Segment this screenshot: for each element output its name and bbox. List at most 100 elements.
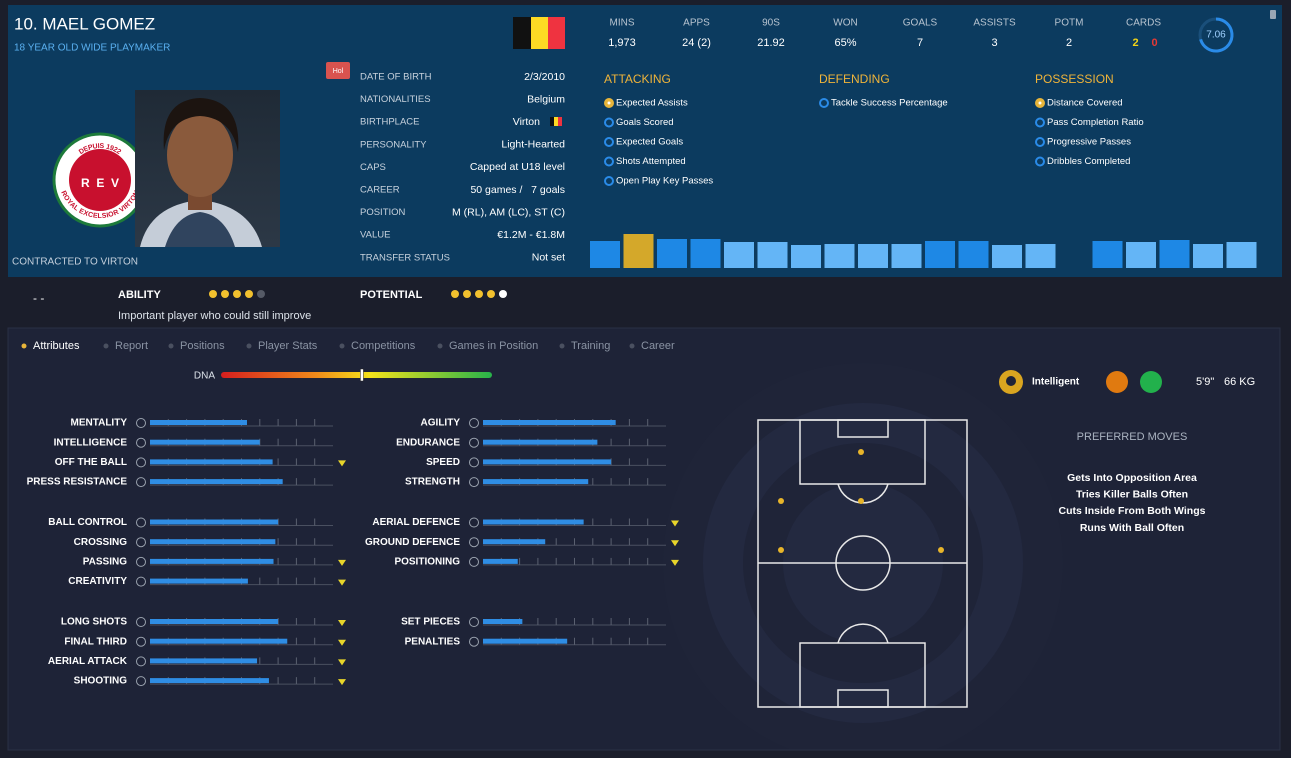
metric-option[interactable]: Progressive Passes bbox=[1047, 137, 1131, 148]
attribute-icon bbox=[469, 437, 479, 448]
pitch bbox=[757, 419, 968, 708]
tab-dot bbox=[437, 343, 443, 349]
attribute-trend bbox=[338, 679, 346, 686]
height: 5'9" bbox=[1196, 376, 1214, 388]
ability-dot bbox=[245, 290, 253, 298]
ability-label: ABILITY bbox=[118, 289, 161, 301]
attribute-name: FINAL THIRD bbox=[64, 636, 127, 647]
attribute-name: AERIAL ATTACK bbox=[48, 656, 128, 667]
metric-option[interactable]: Pass Completion Ratio bbox=[1047, 117, 1144, 128]
stat-label: APPS bbox=[683, 18, 710, 29]
bar bbox=[1126, 242, 1156, 268]
attribute-name: GROUND DEFENCE bbox=[365, 537, 460, 548]
tab-dot bbox=[21, 343, 27, 349]
detail-label: PERSONALITY bbox=[360, 139, 427, 150]
attribute-bar bbox=[150, 619, 279, 624]
tab[interactable]: Player Stats bbox=[258, 340, 318, 352]
attribute-icon bbox=[469, 617, 479, 627]
attribute-icon bbox=[136, 656, 146, 667]
potential-label: POTENTIAL bbox=[360, 289, 423, 301]
section-title: POSSESSION bbox=[1035, 72, 1114, 86]
menu-icon[interactable] bbox=[1270, 10, 1276, 19]
detail-value: Virton bbox=[513, 116, 540, 128]
tab[interactable]: Positions bbox=[180, 340, 225, 352]
rating-arc bbox=[1199, 17, 1234, 53]
tab[interactable]: Games in Position bbox=[449, 340, 538, 352]
trait: Intelligent bbox=[1032, 377, 1080, 388]
tab[interactable]: Training bbox=[571, 340, 610, 352]
stat-value: 24 (2) bbox=[682, 37, 711, 49]
bar bbox=[757, 242, 788, 268]
bar bbox=[590, 241, 620, 268]
detail-label: CAREER bbox=[360, 185, 400, 196]
radio[interactable] bbox=[1035, 117, 1045, 128]
detail-value: Capped at U18 level bbox=[470, 161, 565, 173]
stat-value: 1,973 bbox=[608, 37, 636, 49]
attribute-name: AGILITY bbox=[421, 418, 461, 429]
stat-value: 0 bbox=[1151, 37, 1157, 49]
dash: - - bbox=[33, 291, 44, 305]
radio-dot bbox=[1038, 101, 1042, 105]
bar bbox=[623, 234, 654, 268]
metric-option[interactable]: Expected Goals bbox=[616, 137, 683, 148]
attribute-icon bbox=[469, 636, 479, 647]
metric-option[interactable]: Tackle Success Percentage bbox=[831, 98, 948, 109]
potential-dot bbox=[475, 290, 483, 298]
metric-option[interactable]: Dribbles Completed bbox=[1047, 156, 1130, 167]
bar bbox=[925, 241, 955, 268]
radio[interactable] bbox=[604, 137, 614, 147]
radio[interactable] bbox=[604, 156, 614, 167]
tab[interactable]: Report bbox=[115, 340, 148, 352]
attribute-bar bbox=[483, 638, 568, 644]
metric-option[interactable]: Goals Scored bbox=[616, 117, 674, 128]
radio[interactable] bbox=[604, 176, 614, 186]
attributes-panel bbox=[7, 327, 1281, 751]
attribute-trend bbox=[338, 659, 346, 666]
weight: 66 KG bbox=[1224, 376, 1255, 388]
attribute-bar bbox=[150, 558, 274, 564]
attribute-bar bbox=[150, 678, 269, 684]
club-crest: DEPUIS 1922 ROYAL EXCELSIOR VIRTON R E V bbox=[52, 132, 148, 228]
attribute-icon bbox=[469, 537, 479, 548]
radio[interactable] bbox=[604, 117, 614, 128]
attribute-icon bbox=[469, 517, 479, 528]
dna-bar bbox=[221, 372, 492, 378]
stat-value: 65% bbox=[834, 37, 856, 49]
tab[interactable]: Career bbox=[641, 340, 675, 352]
preferred-move: Runs With Ball Often bbox=[1080, 522, 1184, 534]
rating-value: 7.06 bbox=[1206, 30, 1226, 41]
attribute-icon bbox=[136, 537, 146, 548]
detail-value: M (RL), AM (LC), ST (C) bbox=[452, 206, 565, 218]
attribute-bar bbox=[483, 420, 616, 425]
attribute-trend bbox=[338, 620, 346, 626]
stat-value: 2 bbox=[1132, 37, 1138, 49]
attribute-trend bbox=[671, 540, 679, 547]
detail-label: NATIONALITIES bbox=[360, 94, 431, 105]
attribute-name: CREATIVITY bbox=[68, 576, 127, 587]
stat-label: WON bbox=[833, 18, 857, 29]
attribute-name: SPEED bbox=[426, 457, 460, 468]
position-dots bbox=[778, 449, 944, 553]
radio[interactable] bbox=[1035, 137, 1045, 147]
metric-option[interactable]: Open Play Key Passes bbox=[616, 176, 713, 187]
metric-option[interactable]: Shots Attempted bbox=[616, 156, 686, 167]
bar bbox=[690, 239, 721, 268]
attribute-bar bbox=[150, 459, 273, 465]
attribute-name: POSITIONING bbox=[394, 557, 460, 568]
section-title: DEFENDING bbox=[819, 72, 890, 86]
pitch-background bbox=[663, 363, 1063, 749]
tab[interactable]: Attributes bbox=[33, 340, 80, 352]
ability-dot bbox=[221, 290, 229, 298]
radio[interactable] bbox=[1035, 156, 1045, 167]
attribute-icon bbox=[469, 457, 479, 468]
attribute-bar bbox=[150, 578, 248, 584]
tab[interactable]: Competitions bbox=[351, 340, 416, 352]
stat-value: 3 bbox=[991, 37, 997, 49]
radio[interactable] bbox=[819, 98, 829, 108]
attribute-bar bbox=[483, 439, 598, 445]
metric-option[interactable]: Expected Assists bbox=[616, 98, 688, 109]
attribute-trend bbox=[338, 559, 346, 566]
bar bbox=[958, 241, 989, 268]
player-photo bbox=[135, 90, 280, 247]
metric-option[interactable]: Distance Covered bbox=[1047, 98, 1123, 109]
